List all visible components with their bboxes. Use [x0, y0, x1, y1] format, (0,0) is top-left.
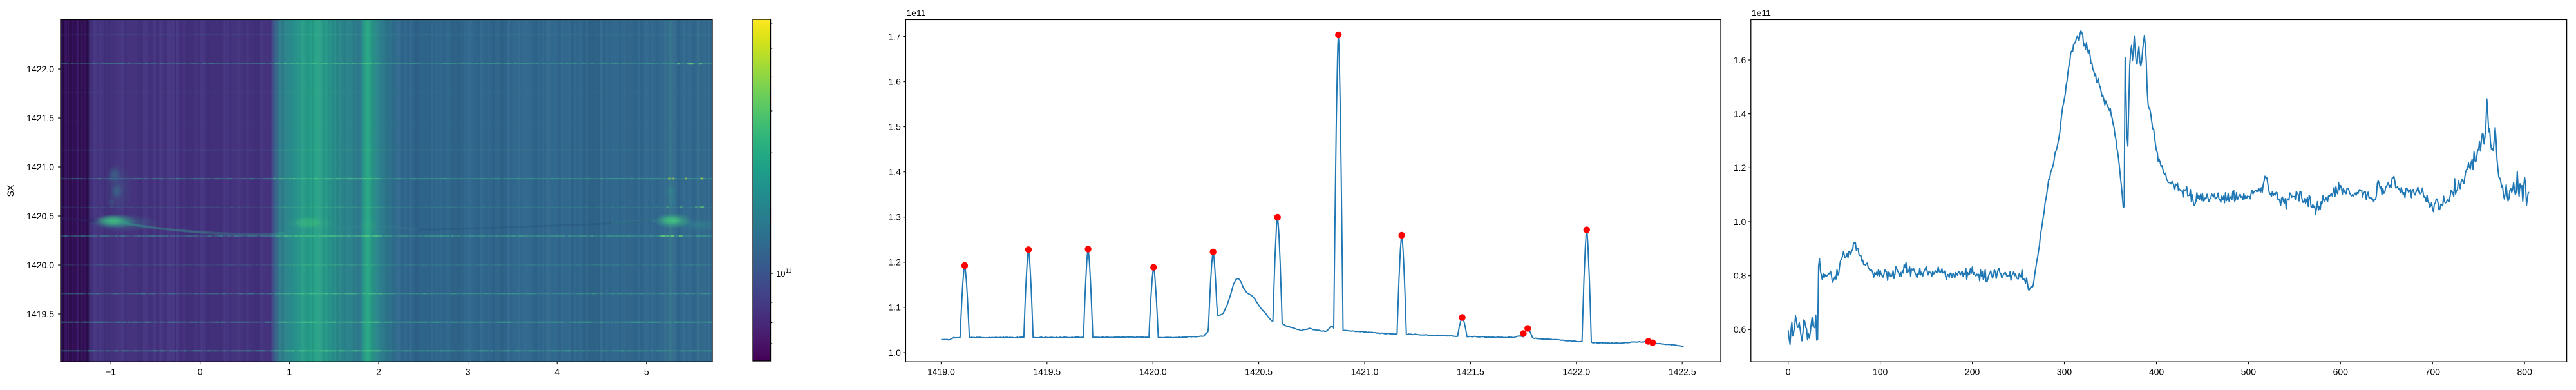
svg-text:5: 5 — [644, 367, 649, 377]
svg-text:1420.0: 1420.0 — [1139, 367, 1167, 377]
svg-text:1.3: 1.3 — [888, 212, 901, 222]
svg-text:1.4: 1.4 — [1734, 109, 1747, 119]
svg-text:3: 3 — [466, 367, 471, 377]
svg-text:1419.5: 1419.5 — [1033, 367, 1061, 377]
svg-text:400: 400 — [2149, 367, 2164, 377]
svg-text:0: 0 — [198, 367, 203, 377]
svg-text:1.2: 1.2 — [888, 257, 901, 268]
svg-text:1.5: 1.5 — [888, 121, 901, 132]
svg-text:1: 1 — [287, 367, 292, 377]
svg-text:800: 800 — [2517, 367, 2533, 377]
svg-text:1.6: 1.6 — [1734, 55, 1747, 65]
svg-text:1421.0: 1421.0 — [1351, 367, 1379, 377]
svg-text:1e11: 1e11 — [1752, 8, 1771, 18]
svg-text:−1: −1 — [106, 367, 116, 377]
svg-text:1.0: 1.0 — [888, 347, 901, 358]
svg-text:1.0: 1.0 — [1734, 217, 1747, 227]
svg-text:1.4: 1.4 — [888, 167, 901, 177]
svg-text:500: 500 — [2241, 367, 2257, 377]
svg-text:1.6: 1.6 — [888, 76, 901, 86]
svg-text:300: 300 — [2057, 367, 2072, 377]
svg-text:1419.5: 1419.5 — [26, 309, 54, 319]
svg-text:1420.5: 1420.5 — [26, 211, 54, 221]
svg-text:1421.0: 1421.0 — [26, 162, 54, 172]
svg-text:100: 100 — [1873, 367, 1888, 377]
svg-text:2: 2 — [376, 367, 381, 377]
svg-text:200: 200 — [1965, 367, 1980, 377]
svg-text:1e11: 1e11 — [906, 8, 925, 18]
svg-text:SX: SX — [5, 184, 15, 197]
svg-text:1422.0: 1422.0 — [26, 64, 54, 74]
svg-text:0.8: 0.8 — [1734, 271, 1747, 281]
svg-text:600: 600 — [2333, 367, 2349, 377]
svg-text:1.7: 1.7 — [888, 31, 901, 41]
svg-text:1421.5: 1421.5 — [1457, 367, 1484, 377]
svg-text:1.1: 1.1 — [888, 302, 901, 313]
svg-text:1420.5: 1420.5 — [1245, 367, 1273, 377]
svg-text:1420.0: 1420.0 — [26, 260, 54, 270]
svg-text:700: 700 — [2425, 367, 2441, 377]
svg-text:4: 4 — [554, 367, 560, 377]
svg-text:0.6: 0.6 — [1734, 324, 1747, 335]
svg-text:1421.5: 1421.5 — [26, 113, 54, 123]
svg-text:0: 0 — [1786, 367, 1791, 377]
svg-text:1419.0: 1419.0 — [927, 367, 955, 377]
svg-text:1.2: 1.2 — [1734, 162, 1747, 173]
svg-text:1422.0: 1422.0 — [1562, 367, 1590, 377]
svg-text:1422.5: 1422.5 — [1669, 367, 1696, 377]
